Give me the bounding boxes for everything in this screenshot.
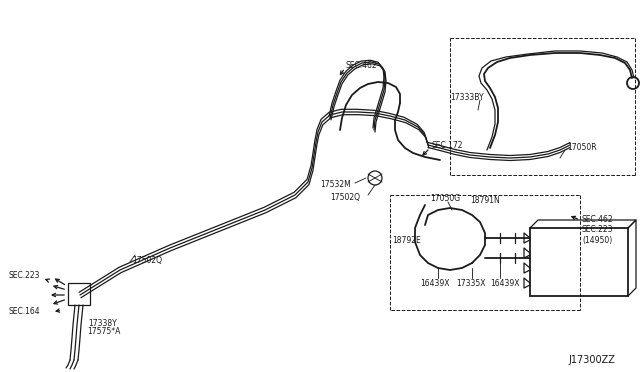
Text: 17575*A: 17575*A xyxy=(87,327,120,337)
Text: 17502Q: 17502Q xyxy=(330,192,360,202)
Text: 18791N: 18791N xyxy=(470,196,500,205)
Text: SEC.164: SEC.164 xyxy=(8,307,40,315)
Text: 17335X: 17335X xyxy=(456,279,486,288)
Text: 17338Y: 17338Y xyxy=(88,318,116,327)
Text: J17300ZZ: J17300ZZ xyxy=(568,355,615,365)
Text: 17050G: 17050G xyxy=(430,193,460,202)
Text: 17050R: 17050R xyxy=(567,142,596,151)
Text: SEC.223: SEC.223 xyxy=(8,272,40,280)
Bar xyxy=(530,228,628,296)
Text: SEC.462: SEC.462 xyxy=(582,215,614,224)
Text: 18792E: 18792E xyxy=(392,235,420,244)
Text: 16439X: 16439X xyxy=(490,279,520,288)
Text: 17532M: 17532M xyxy=(320,180,351,189)
Text: 17502Q: 17502Q xyxy=(132,256,162,264)
Text: SEC.223
(14950): SEC.223 (14950) xyxy=(582,225,614,245)
Text: SEC.172: SEC.172 xyxy=(432,141,463,150)
Text: 17333BY: 17333BY xyxy=(450,93,484,102)
Text: 16439X: 16439X xyxy=(420,279,449,288)
Text: SEC.462: SEC.462 xyxy=(346,61,378,70)
